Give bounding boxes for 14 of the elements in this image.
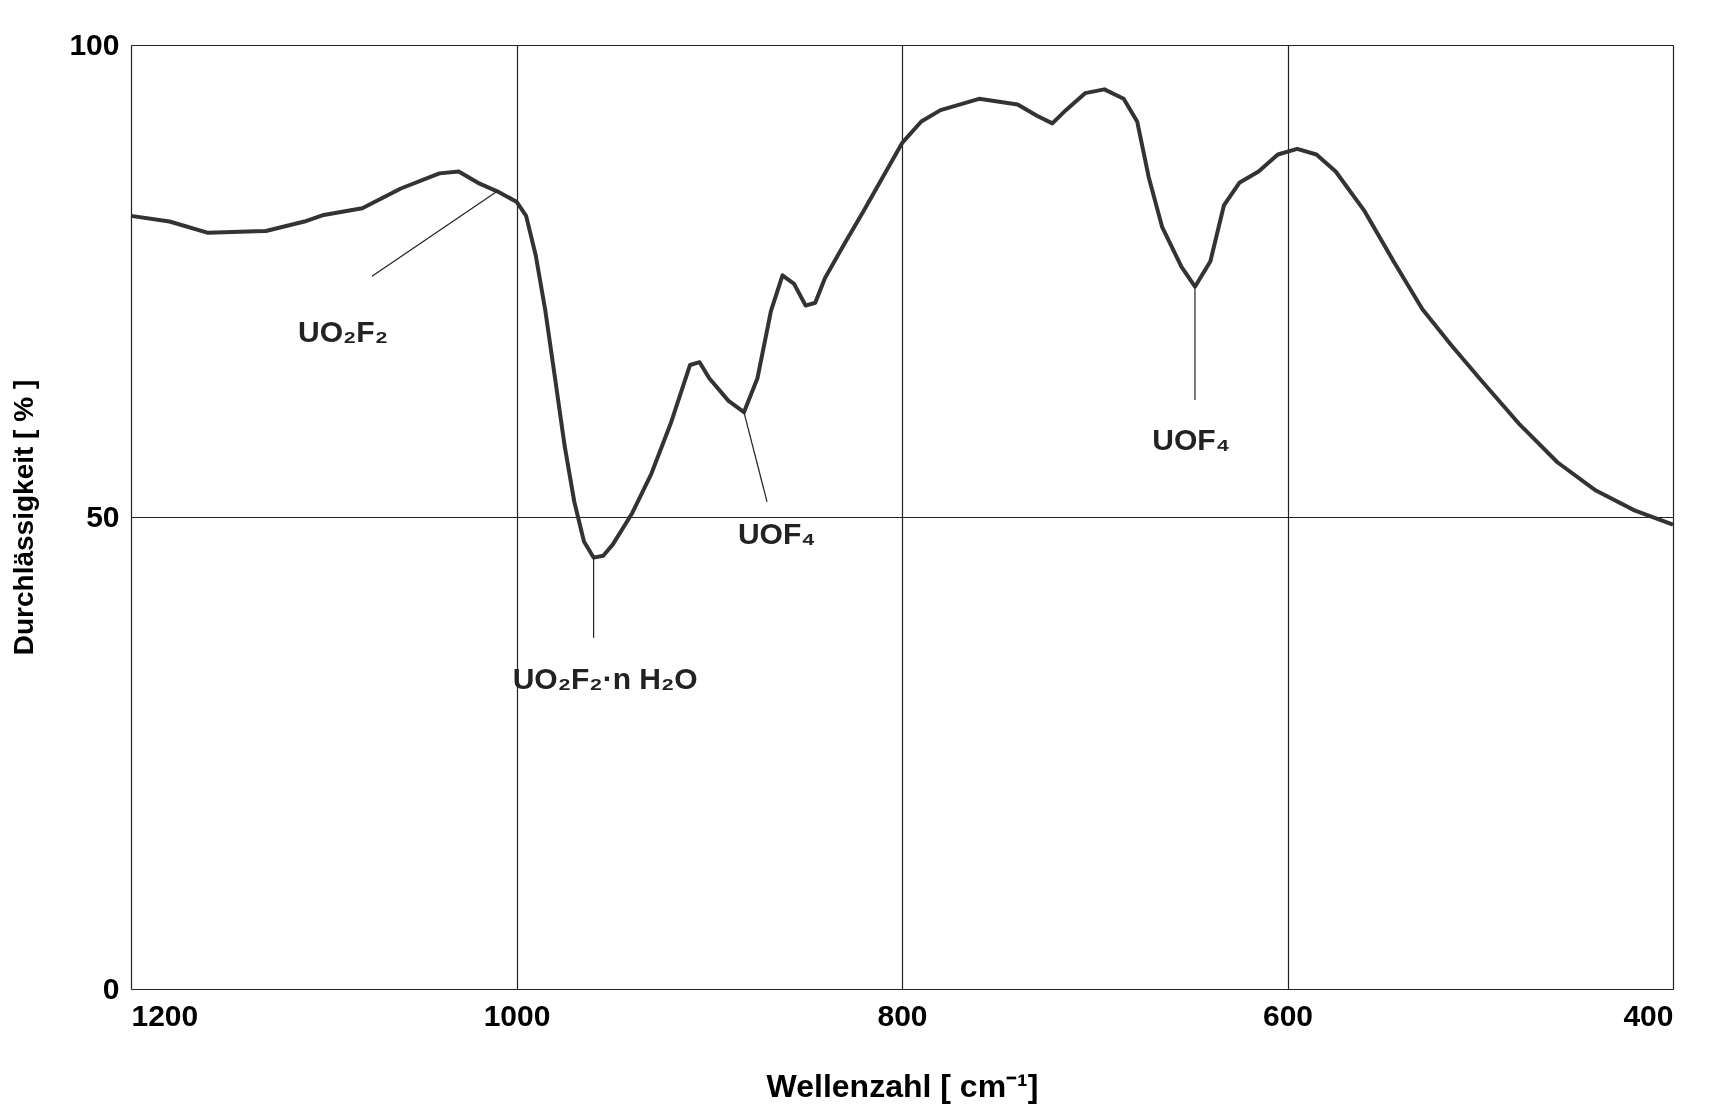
x-axis-title: Wellenzahl [ cm⁻¹] <box>766 1067 1039 1104</box>
annotation: UO₂F₂ <box>298 314 389 348</box>
annotation: UOF₄ <box>737 516 816 550</box>
x-tick-label: 1000 <box>483 998 551 1032</box>
y-tick-label: 50 <box>86 499 120 533</box>
y-tick-label: 100 <box>69 27 120 61</box>
x-tick-label: 600 <box>1262 998 1314 1032</box>
y-axis-title: Durchlässigkeit [ % ] <box>8 379 40 656</box>
x-tick-label: 800 <box>877 998 928 1032</box>
line-series <box>129 87 1675 560</box>
x-tick-label: 400 <box>1623 998 1674 1032</box>
annotation: UOF₄ <box>1152 423 1230 457</box>
y-tick-label: 0 <box>102 971 120 1005</box>
x-tick-label: 1200 <box>131 998 199 1032</box>
